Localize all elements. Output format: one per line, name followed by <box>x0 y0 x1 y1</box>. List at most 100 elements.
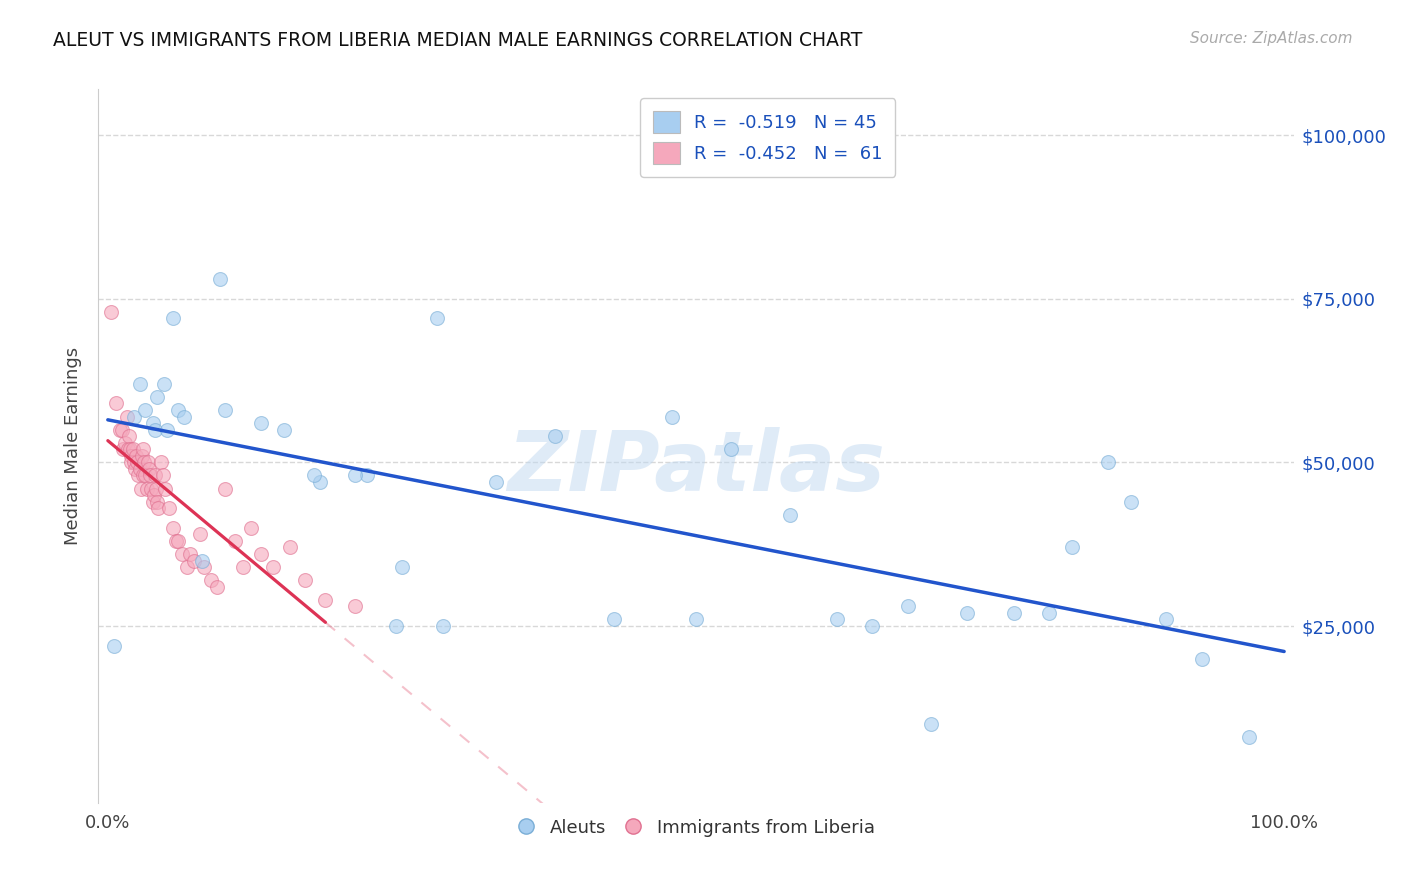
Y-axis label: Median Male Earnings: Median Male Earnings <box>65 347 83 545</box>
Point <box>385 619 408 633</box>
Point <box>103 639 125 653</box>
Point <box>720 442 742 457</box>
Point <box>142 488 165 502</box>
Point <box>124 462 146 476</box>
Text: Source: ZipAtlas.com: Source: ZipAtlas.com <box>1189 31 1353 46</box>
Point <box>860 619 883 633</box>
Point <box>138 462 160 476</box>
Point <box>141 482 163 496</box>
Point <box>188 527 211 541</box>
Point <box>100 305 122 319</box>
Point <box>112 442 135 457</box>
Point <box>1191 652 1213 666</box>
Point <box>294 573 316 587</box>
Point <box>1038 606 1060 620</box>
Point <box>314 592 336 607</box>
Point <box>134 455 156 469</box>
Point <box>162 311 184 326</box>
Point <box>1237 731 1260 745</box>
Point <box>343 468 366 483</box>
Point <box>224 533 246 548</box>
Point <box>136 455 159 469</box>
Point <box>131 449 153 463</box>
Point <box>105 396 128 410</box>
Point <box>183 553 205 567</box>
Point <box>240 521 263 535</box>
Point <box>135 482 157 496</box>
Point <box>426 311 449 326</box>
Point <box>685 612 707 626</box>
Point <box>173 409 195 424</box>
Point <box>356 468 378 483</box>
Point <box>1002 606 1025 620</box>
Point <box>143 423 166 437</box>
Point <box>167 533 190 548</box>
Point <box>141 416 163 430</box>
Point <box>118 429 141 443</box>
Point <box>544 429 567 443</box>
Point <box>920 717 942 731</box>
Point <box>128 462 150 476</box>
Point <box>120 442 142 457</box>
Point <box>897 599 920 614</box>
Point <box>273 423 295 437</box>
Point <box>955 606 977 620</box>
Point <box>1156 612 1178 626</box>
Point <box>432 619 454 633</box>
Point <box>485 475 508 489</box>
Text: ALEUT VS IMMIGRANTS FROM LIBERIA MEDIAN MALE EARNINGS CORRELATION CHART: ALEUT VS IMMIGRANTS FROM LIBERIA MEDIAN … <box>53 31 863 50</box>
Point <box>191 553 214 567</box>
Point <box>122 455 145 469</box>
Point <box>165 533 187 548</box>
Point <box>134 403 156 417</box>
Point <box>232 560 254 574</box>
Point <box>129 482 152 496</box>
Point <box>132 468 155 483</box>
Point <box>155 482 177 496</box>
Point <box>134 468 156 483</box>
Point <box>141 494 163 508</box>
Text: ZIPatlas: ZIPatlas <box>508 427 884 508</box>
Point <box>153 376 176 391</box>
Point <box>156 423 179 437</box>
Point <box>1121 494 1143 508</box>
Point <box>661 409 683 424</box>
Point <box>167 403 190 417</box>
Point <box>122 409 145 424</box>
Point <box>139 468 162 483</box>
Point <box>108 423 131 437</box>
Point <box>262 560 284 574</box>
Point <box>121 442 143 457</box>
Point <box>127 468 149 483</box>
Point <box>125 449 148 463</box>
Point <box>825 612 848 626</box>
Point <box>249 416 271 430</box>
Point <box>157 501 180 516</box>
Point <box>193 560 215 574</box>
Point <box>179 547 201 561</box>
Point <box>308 475 330 489</box>
Point <box>1097 455 1119 469</box>
Point <box>143 468 166 483</box>
Point <box>602 612 624 626</box>
Point <box>114 435 136 450</box>
Point <box>162 521 184 535</box>
Legend: Aleuts, Immigrants from Liberia: Aleuts, Immigrants from Liberia <box>510 812 882 844</box>
Point <box>117 442 139 457</box>
Point <box>146 390 169 404</box>
Point <box>127 455 149 469</box>
Point <box>208 272 231 286</box>
Point <box>120 449 142 463</box>
Point <box>1062 541 1084 555</box>
Point <box>200 573 222 587</box>
Point <box>145 482 167 496</box>
Point <box>152 468 174 483</box>
Point <box>302 468 325 483</box>
Point <box>214 482 236 496</box>
Point <box>128 376 150 391</box>
Point <box>391 560 413 574</box>
Point <box>205 580 228 594</box>
Point <box>149 455 172 469</box>
Point <box>111 423 134 437</box>
Point <box>148 501 170 516</box>
